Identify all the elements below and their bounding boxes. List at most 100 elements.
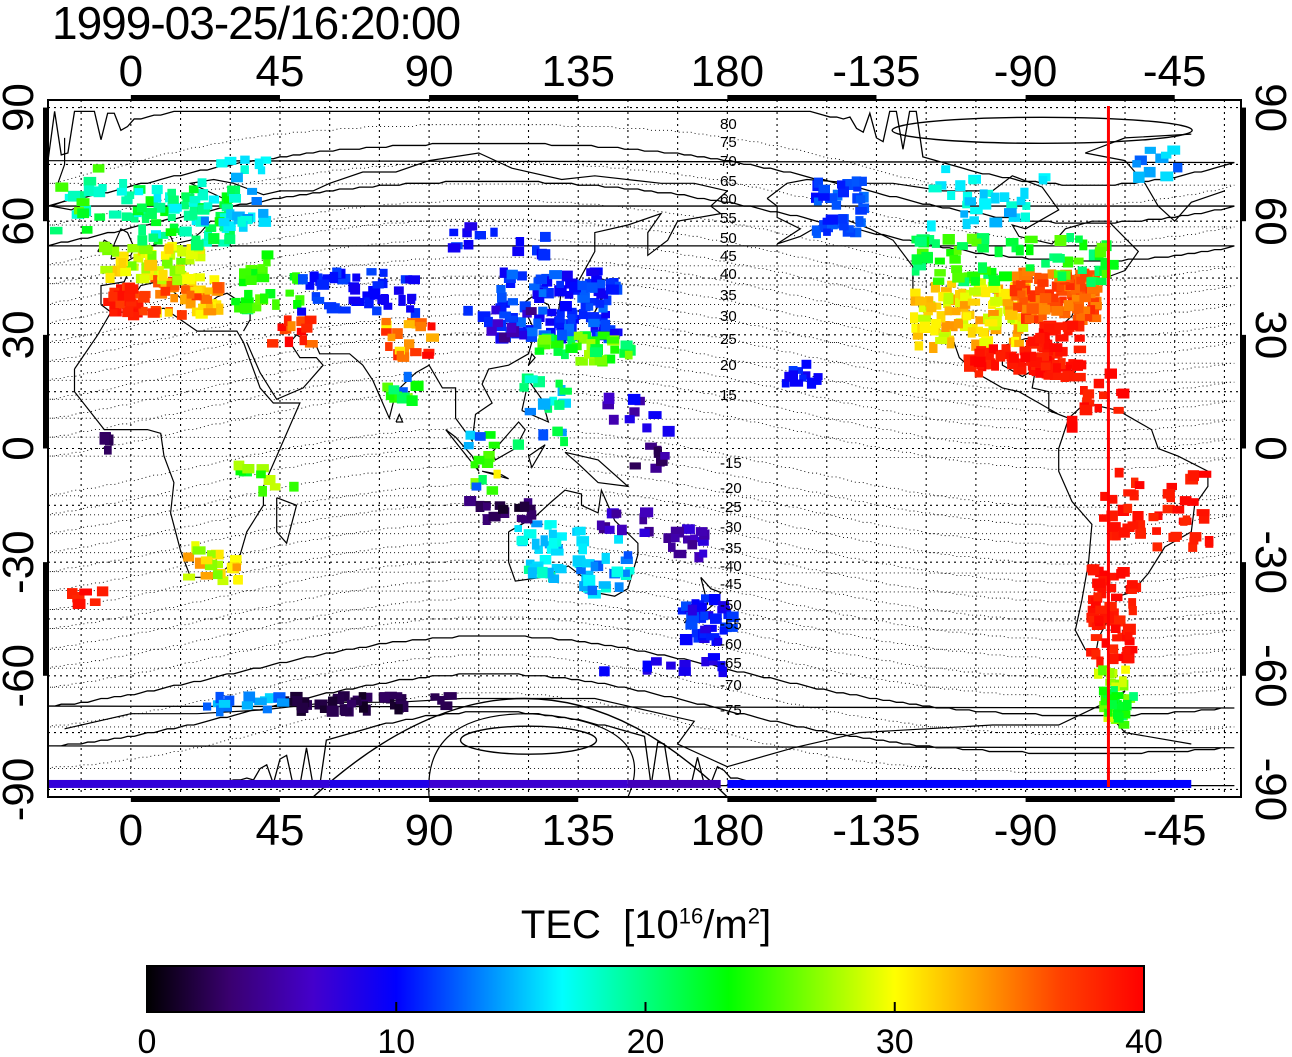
mag-lat-contour	[48, 673, 1235, 755]
tec-cell	[819, 220, 832, 231]
tec-cell	[535, 274, 547, 285]
tec-cell	[1091, 622, 1103, 630]
tec-cell	[955, 180, 966, 192]
tec-cell	[197, 204, 210, 215]
tec-cell	[1113, 406, 1124, 414]
tec-cell	[524, 375, 538, 384]
tec-cell	[1066, 421, 1078, 433]
tec-cell	[260, 293, 268, 304]
colorbar-unit-exp2: 2	[747, 903, 760, 929]
tec-cell	[525, 559, 535, 568]
tec-cell	[524, 407, 536, 416]
tec-cell	[1002, 299, 1013, 307]
tec-cell	[120, 267, 131, 277]
tec-cell	[1198, 513, 1210, 524]
frame-bar	[43, 562, 48, 676]
tec-cell	[1134, 481, 1145, 490]
tec-cell	[410, 308, 421, 318]
tec-cell	[1160, 171, 1174, 182]
mag-lat-contour	[48, 162, 1235, 243]
tec-cell	[561, 349, 569, 360]
tec-cell	[289, 481, 299, 492]
tec-cell	[525, 307, 537, 315]
tec-cell	[128, 311, 140, 321]
tec-cell	[516, 536, 529, 545]
lat-tick-label-left: 90	[0, 83, 43, 132]
lon-tick-label-bottom: -45	[1143, 806, 1207, 855]
tec-cell	[1001, 344, 1011, 352]
coastline	[766, 175, 1140, 419]
tec-cell	[137, 235, 148, 246]
tec-cell	[624, 415, 635, 424]
tec-cell	[519, 301, 531, 313]
timestamp-title: 1999-03-25/16:20:00	[52, 0, 461, 49]
tec-cell	[164, 308, 173, 317]
tec-cell	[113, 290, 126, 303]
mag-lat-label: 55	[720, 210, 737, 227]
tec-cell	[404, 339, 415, 350]
tec-cell	[1071, 294, 1081, 302]
tec-cell	[131, 213, 139, 223]
tec-cell	[534, 545, 543, 554]
tec-cell	[322, 274, 331, 282]
tec-cell	[998, 288, 1011, 300]
tec-cell	[577, 293, 590, 303]
tec-cell	[603, 295, 612, 306]
tec-cell	[940, 287, 952, 295]
tec-cell	[169, 265, 181, 277]
tec-cell	[1113, 615, 1126, 627]
tec-cell	[1100, 695, 1111, 706]
colorbar: 0 10 20 30 40	[138, 965, 1163, 1057]
tec-cell	[1113, 653, 1125, 662]
tec-cell	[396, 350, 404, 361]
tec-cell	[1135, 520, 1146, 529]
tec-cell	[1073, 360, 1087, 370]
tec-cell	[1026, 298, 1040, 308]
tec-cell	[970, 276, 980, 286]
tec-cell	[1025, 264, 1035, 272]
tec-cell	[1099, 514, 1111, 522]
tec-cell	[788, 370, 798, 381]
frame-bar	[1241, 334, 1246, 449]
tec-cell	[554, 285, 567, 297]
tec-cell	[1087, 605, 1101, 615]
mag-lat-contour	[48, 294, 1235, 376]
tec-cell	[545, 318, 555, 326]
tec-cell	[1035, 367, 1046, 378]
tec-cell	[139, 274, 150, 284]
lat-tick-label-left: -60	[0, 644, 43, 708]
tec-cell	[549, 270, 562, 280]
tec-cell	[1124, 637, 1135, 646]
tec-cell	[914, 341, 924, 351]
tec-cell	[1108, 653, 1119, 665]
tec-cell	[926, 302, 937, 313]
lon-tick-label-top: 45	[255, 47, 304, 96]
tec-cell	[347, 699, 357, 708]
tec-cell	[256, 470, 266, 479]
coastline	[564, 451, 630, 488]
lon-tick-label-top: 180	[691, 47, 764, 96]
tec-cell	[314, 699, 328, 710]
tec-cell	[584, 350, 595, 359]
lat-tick-label-left: 60	[0, 197, 43, 246]
tec-cell	[232, 563, 241, 572]
mag-lat-contour	[48, 427, 1235, 508]
tec-cell	[597, 279, 606, 289]
tec-cell	[976, 233, 990, 245]
frame-bar	[727, 95, 877, 100]
mag-lat-contour	[48, 711, 1235, 787]
tec-cell	[440, 701, 453, 711]
tec-cell	[1094, 247, 1107, 258]
tec-cell	[486, 326, 497, 336]
lon-tick-label-top: 0	[119, 47, 143, 96]
tec-cell	[1076, 314, 1088, 325]
mag-lat-label: 20	[720, 357, 737, 374]
tec-cell	[700, 611, 709, 621]
tec-cell	[168, 195, 179, 204]
tec-cell	[1044, 339, 1053, 350]
mag-lat-label: 65	[720, 173, 737, 190]
tec-cell	[1162, 489, 1175, 499]
tec-cell	[258, 215, 272, 227]
tec-cell	[708, 594, 721, 606]
